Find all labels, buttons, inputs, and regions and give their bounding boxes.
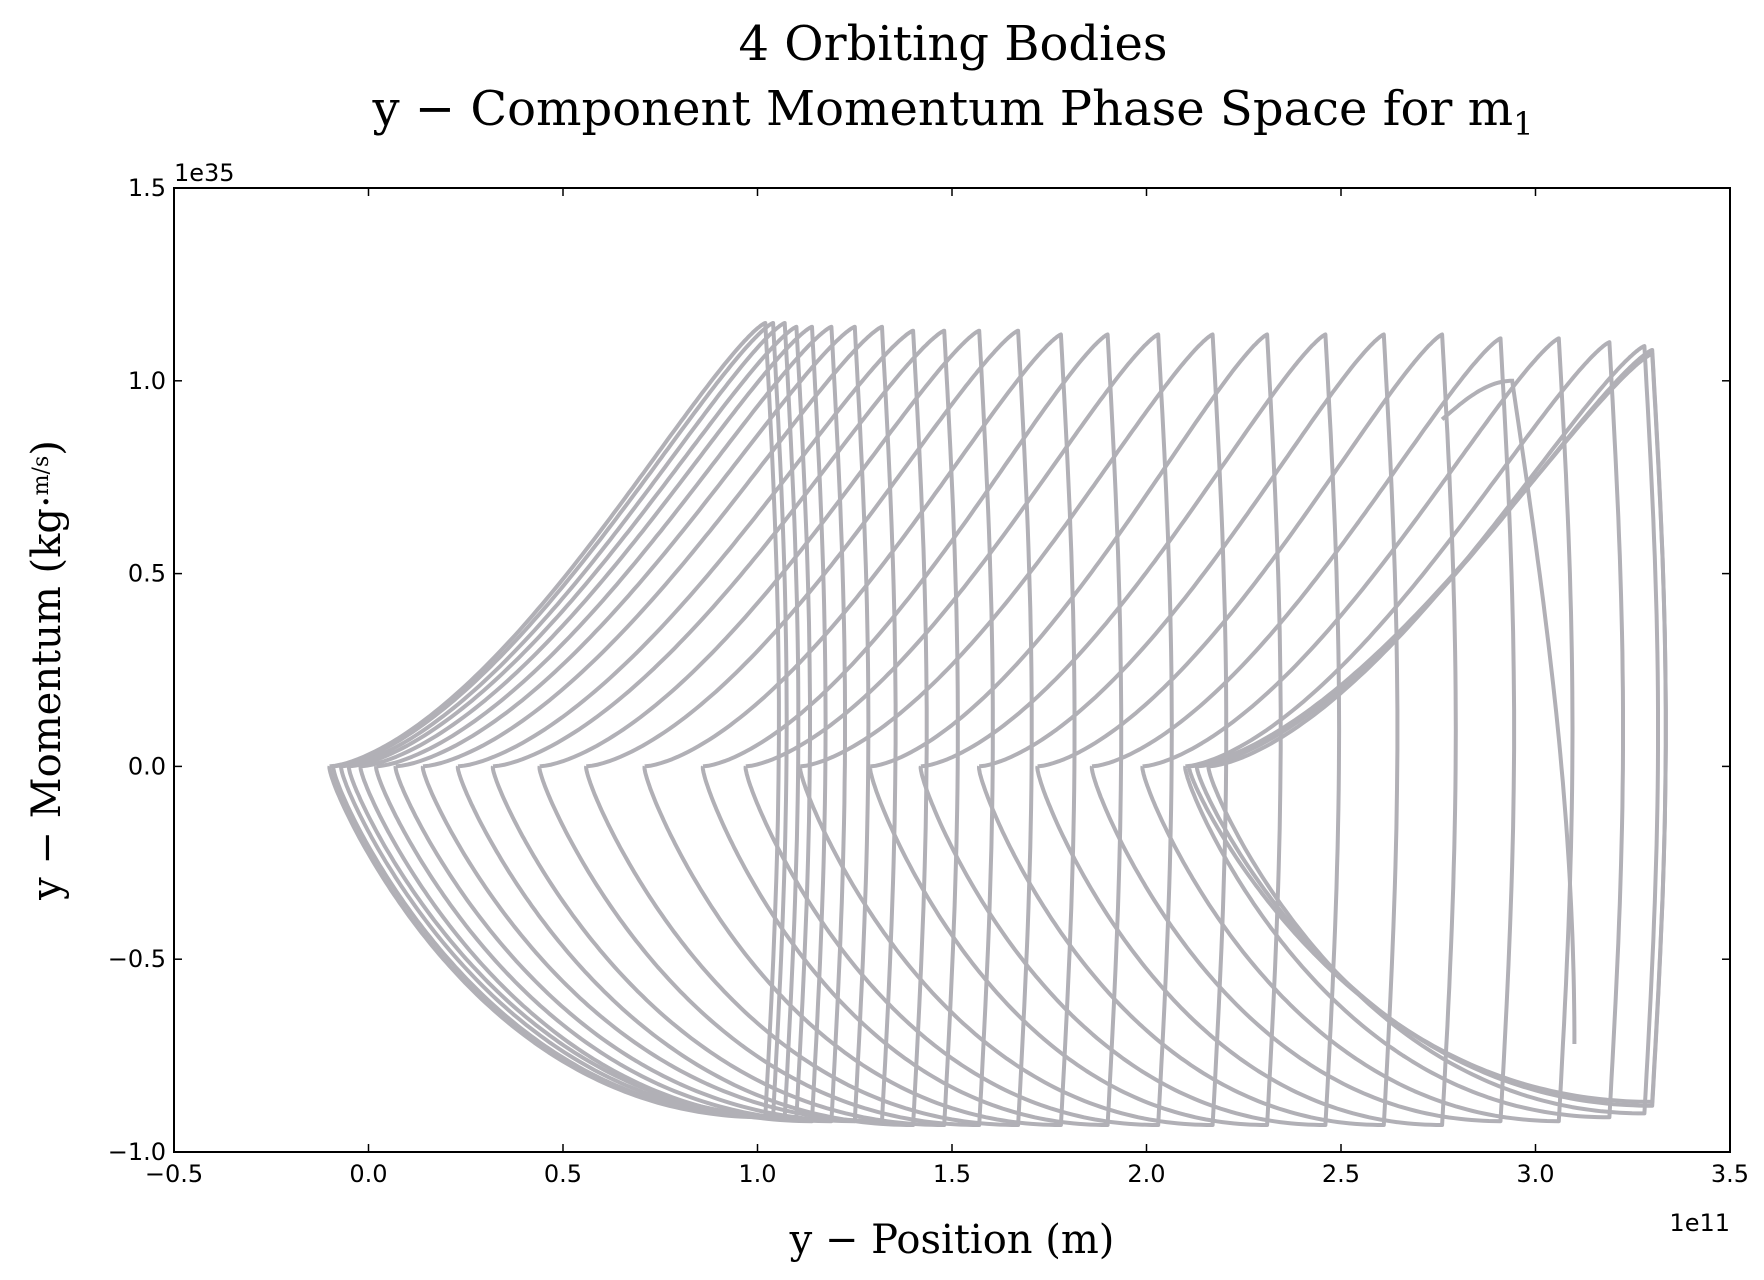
trajectory-loop: [327, 321, 781, 1120]
trajectory-loop: [1183, 340, 1625, 1120]
trajectory-loop: [339, 321, 801, 1120]
x-tick-label: −0.5: [145, 1160, 203, 1188]
trajectory-loop: [1035, 332, 1458, 1127]
y-axis-label-prefix: y − Momentum (kg·: [24, 495, 70, 901]
y-axis-label-suffix: ): [24, 440, 70, 456]
trajectory-loop: [977, 332, 1400, 1127]
chart-title-line2-text: y − Component Momentum Phase Space for m: [372, 81, 1514, 137]
trajectory-loop: [918, 332, 1342, 1127]
trajectory-loop: [420, 324, 898, 1124]
y-axis-label: y − Momentum (kg·m/s): [24, 440, 70, 901]
trajectory-loop: [1206, 344, 1660, 1116]
trajectory-loop: [1187, 351, 1668, 1104]
y-tick-label: 0.5: [128, 560, 166, 588]
y-tick-label: −0.5: [108, 945, 166, 973]
y-tick-label: −1.0: [108, 1138, 166, 1166]
x-tick-label: 3.0: [1516, 1160, 1554, 1188]
trajectory-loop: [393, 324, 871, 1124]
trajectory-loop: [346, 324, 812, 1120]
y-tick-label: 0.0: [128, 752, 166, 780]
y-axis-label-frac-slash: /: [29, 466, 54, 474]
series-layer: [327, 321, 1668, 1127]
x-tick-label: 2.5: [1322, 1160, 1360, 1188]
trajectory-loop: [584, 328, 1034, 1127]
x-tick-label: 1.0: [738, 1160, 776, 1188]
x-tick-label: 0.5: [544, 1160, 582, 1188]
chart-title-line1: 4 Orbiting Bodies: [739, 16, 1168, 72]
y-offset-label: 1e35: [174, 159, 235, 187]
trajectory-loop: [798, 332, 1229, 1127]
trajectory-loop: [1089, 336, 1517, 1124]
trajectory-loop: [1140, 336, 1575, 1124]
x-tick-label: 1.5: [933, 1160, 971, 1188]
chart-title-line2: y − Component Momentum Phase Space for m…: [372, 81, 1534, 143]
y-tick-label: 1.5: [128, 174, 166, 202]
x-offset-label: 1e11: [1669, 1209, 1730, 1237]
trajectory-loop: [331, 321, 789, 1120]
x-tick-label: 2.0: [1127, 1160, 1165, 1188]
trajectory-loop: [374, 324, 847, 1124]
chart-title-subscript: 1: [1513, 105, 1533, 143]
y-axis-label-frac-num: m: [29, 474, 54, 495]
trajectory-loop: [642, 332, 1077, 1127]
y-tick-label: 1.0: [128, 367, 166, 395]
trajectory-loop: [358, 324, 828, 1124]
trajectory-loop: [537, 328, 995, 1127]
trajectory-loop: [490, 328, 960, 1127]
trajectory-loop: [455, 328, 929, 1127]
y-axis-label-text: y − Momentum (kg·m/s): [24, 440, 70, 901]
x-tick-label: 3.5: [1711, 1160, 1749, 1188]
trajectory-final-arc: [1440, 378, 1577, 1044]
y-axis-label-frac-den: s: [29, 456, 54, 467]
x-axis-label: y − Position (m): [789, 1217, 1115, 1263]
x-tick-label: 0.0: [349, 1160, 387, 1188]
ticks-layer: −0.5 0.0 0.5 1.0 1.5 2.0 2.5 3.0 3.5−1.0−0.50.00…: [108, 174, 1749, 1188]
trajectory-loop: [700, 332, 1124, 1127]
